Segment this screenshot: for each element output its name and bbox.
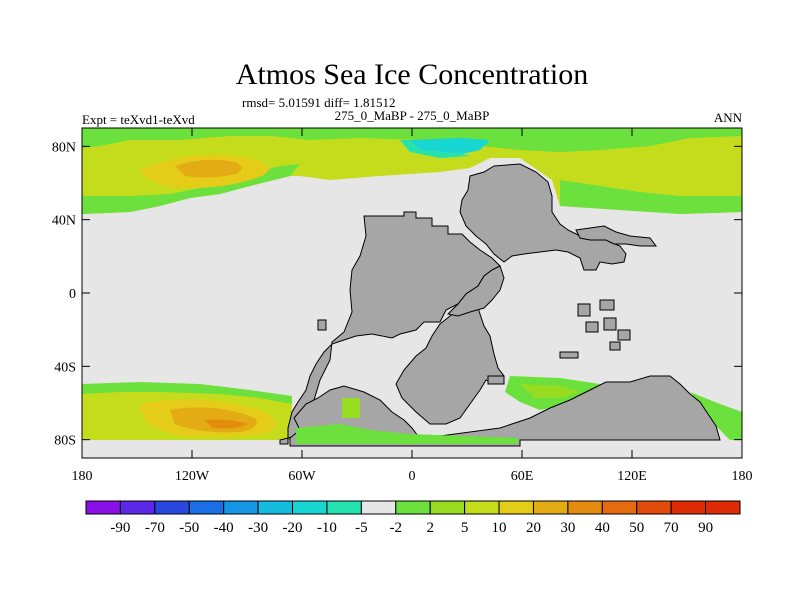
season-label: ANN [714,110,743,125]
map-plot-area [81,127,743,459]
y-axis-ticks: 80N 40N 0 40S 80S [52,140,742,449]
arctic-ice-light-band-3 [560,180,742,214]
land-asia-east [575,225,657,247]
y-tick-label: 80S [54,434,76,449]
weddell-ice-overlay [342,398,360,418]
colorbar-swatch [85,500,121,515]
arctic-ice-light-band [82,128,742,152]
colorbar-label: 50 [629,520,644,536]
land-americas [279,211,501,445]
land-eurasia [459,163,627,271]
land-indonesia-3 [603,317,617,331]
colorbar-swatch [636,500,672,515]
y-tick-label: 80N [52,140,76,155]
land-atlantic-isle [487,375,505,385]
land-africa [395,303,505,425]
x-tick-label: 60E [511,469,534,484]
antarctic-ice-core-3 [205,419,248,429]
colorbar-label: 20 [526,520,541,536]
colorbar-swatch [154,500,190,515]
land-indonesia-1 [577,303,591,317]
colorbar-swatch [119,500,156,515]
experiment-label: Expt = teXvd1-teXvd [82,112,195,127]
colorbar-swatch [188,500,225,515]
colorbar-label: -30 [248,520,268,536]
land-indonesia-6 [609,341,621,351]
x-tick-label: 180 [72,469,93,484]
indian-ocean-ice-core [520,384,580,398]
colorbar-swatch [601,500,638,515]
colorbar-swatch [360,500,397,515]
colorbar-label: -10 [317,520,337,536]
arctic-negative-anomaly [410,138,490,154]
colorbar-swatch [464,500,500,515]
x-tick-label: 180 [732,469,753,484]
y-tick-label: 40N [52,214,76,229]
colorbar-swatch [429,500,466,515]
x-tick-label: 60W [288,469,316,484]
colorbar-swatch [292,500,328,515]
colorbar-label: 2 [426,520,434,536]
colorbar-label: 5 [461,520,469,536]
land-indonesia-7 [559,351,579,359]
colorbar-swatch [532,500,569,515]
colorbar-label: -90 [110,520,130,536]
colorbar-label: 70 [664,520,679,536]
x-tick-label: 120E [617,469,647,484]
colorbar-label: 30 [560,520,575,536]
colorbar-label: -20 [283,520,303,536]
colorbar-swatch [326,500,362,515]
colorbar-label: 90 [698,520,713,536]
colorbar-label: -40 [214,520,234,536]
land-indonesia-2 [599,299,615,311]
arctic-negative-anomaly-edge [400,140,470,158]
colorbar-label: -70 [145,520,165,536]
land-indonesia-4 [585,321,599,333]
land-small-island [317,319,327,331]
stats-text: rmsd= 5.01591 diff= 1.81512 [242,95,395,110]
colorbar-label: -5 [355,520,368,536]
colorbar-swatch [257,500,294,515]
period-label: 275_0_MaBP - 275_0_MaBP [335,108,490,123]
x-axis-ticks: 180 120W 60W 0 60E 120E 180 [72,128,753,484]
pacific-sector-ice [690,392,742,440]
land-antarctica [289,375,721,447]
colorbar-swatch [498,500,534,515]
land-north-africa-edge [446,265,505,317]
y-tick-label: 40S [54,360,76,375]
colorbar: -90 -70 -50 -40 -30 -20 -10 -5 -2 2 5 10 20 30 40 50 70 9… [85,500,741,536]
colorbar-label: -50 [179,520,199,536]
land-masses [279,163,721,447]
colorbar-label: -2 [390,520,403,536]
x-tick-label: 0 [409,469,416,484]
colorbar-swatch [395,500,431,515]
x-tick-label: 120W [175,469,210,484]
y-tick-label: 0 [69,287,76,302]
arctic-ice-core-2 [175,159,242,178]
colorbar-swatch [670,500,707,515]
colorbar-label: 10 [492,520,507,536]
chart-title: Atmos Sea Ice Concentration [236,58,588,91]
colorbar-label: 40 [595,520,610,536]
colorbar-swatch [567,500,603,515]
southern-ice-strip-overlay [296,424,518,444]
land-indonesia-5 [617,329,631,341]
colorbar-swatch [705,500,741,515]
antarctic-ice-light-band [82,382,292,404]
colorbar-swatch [223,500,259,515]
